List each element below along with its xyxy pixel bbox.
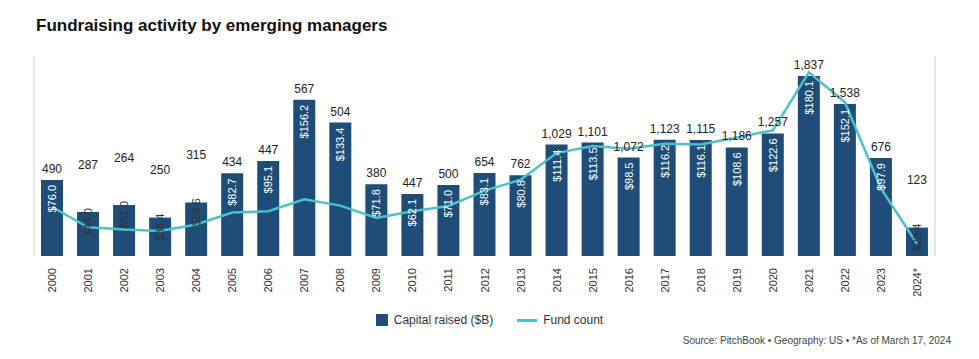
svg-text:654: 654 (474, 155, 494, 169)
svg-text:$82.7: $82.7 (226, 178, 238, 206)
svg-text:$28.4: $28.4 (911, 224, 923, 252)
svg-text:2001: 2001 (82, 268, 94, 292)
svg-text:$108.6: $108.6 (731, 152, 743, 186)
svg-text:2007: 2007 (298, 268, 310, 292)
svg-text:$80.8: $80.8 (515, 180, 527, 208)
svg-text:2002: 2002 (118, 268, 130, 292)
svg-text:676: 676 (871, 140, 891, 154)
svg-text:567: 567 (294, 82, 314, 96)
svg-text:490: 490 (42, 162, 62, 176)
svg-text:$122.6: $122.6 (767, 138, 779, 172)
svg-text:315: 315 (186, 148, 206, 162)
svg-text:2016: 2016 (623, 268, 635, 292)
svg-text:$116.1: $116.1 (695, 145, 707, 178)
svg-text:$76.0: $76.0 (46, 185, 58, 213)
svg-text:1,101: 1,101 (578, 125, 608, 139)
svg-text:1,257: 1,257 (758, 115, 788, 129)
svg-text:2012: 2012 (479, 268, 491, 292)
svg-text:2014: 2014 (551, 268, 563, 292)
svg-text:1,186: 1,186 (722, 129, 752, 143)
svg-text:2021: 2021 (803, 268, 815, 292)
svg-text:2011: 2011 (442, 268, 454, 292)
svg-text:2000: 2000 (46, 268, 58, 292)
svg-text:1,029: 1,029 (542, 127, 572, 141)
svg-text:762: 762 (511, 157, 531, 171)
svg-text:500: 500 (438, 167, 458, 181)
svg-text:250: 250 (150, 163, 170, 177)
svg-text:$51.0: $51.0 (118, 201, 130, 229)
svg-text:2023: 2023 (875, 268, 887, 292)
svg-text:2024*: 2024* (911, 267, 923, 296)
svg-text:$98.5: $98.5 (623, 163, 635, 191)
svg-text:$111.4: $111.4 (551, 150, 563, 182)
svg-text:$95.1: $95.1 (262, 166, 274, 194)
svg-text:$152.1: $152.1 (839, 109, 851, 143)
svg-text:447: 447 (258, 143, 278, 157)
svg-text:447: 447 (402, 176, 422, 190)
svg-text:1,115: 1,115 (686, 122, 715, 136)
svg-text:2008: 2008 (334, 268, 346, 292)
svg-text:$116.2: $116.2 (659, 145, 671, 178)
svg-text:$97.9: $97.9 (875, 163, 887, 191)
svg-text:123: 123 (907, 173, 927, 187)
svg-text:$71.8: $71.8 (370, 189, 382, 217)
svg-text:2009: 2009 (370, 268, 382, 292)
svg-text:264: 264 (114, 151, 134, 165)
svg-text:1,123: 1,123 (650, 122, 680, 136)
svg-text:2013: 2013 (515, 268, 527, 292)
svg-text:$53.6: $53.6 (190, 198, 202, 226)
svg-text:2015: 2015 (587, 268, 599, 292)
html-text:Fund count: Fund count (543, 313, 604, 327)
svg-text:2003: 2003 (154, 268, 166, 292)
html-text:Source: PitchBook • Geography:: Source: PitchBook • Geography: US • *As … (682, 335, 951, 346)
svg-text:$133.4: $133.4 (334, 128, 346, 162)
svg-text:2019: 2019 (731, 268, 743, 292)
svg-text:287: 287 (78, 158, 98, 172)
svg-text:1,538: 1,538 (830, 86, 860, 100)
html-text:Fundraising activity by emergi: Fundraising activity by emerging manager… (36, 16, 388, 35)
svg-text:$156.2: $156.2 (298, 105, 310, 139)
svg-text:504: 504 (330, 105, 350, 119)
svg-text:2022: 2022 (839, 268, 851, 292)
svg-text:2010: 2010 (406, 268, 418, 292)
svg-text:$113.5: $113.5 (587, 148, 599, 181)
svg-text:$44.0: $44.0 (82, 208, 94, 236)
svg-text:$62.1: $62.1 (406, 199, 418, 227)
svg-text:434: 434 (222, 155, 242, 169)
svg-text:$180.1: $180.1 (803, 81, 815, 115)
svg-text:2004: 2004 (190, 268, 202, 292)
svg-text:2018: 2018 (695, 268, 707, 292)
svg-text:2017: 2017 (659, 268, 671, 292)
svg-text:$83.1: $83.1 (478, 178, 490, 206)
svg-text:$71.0: $71.0 (442, 190, 454, 218)
svg-text:2006: 2006 (262, 268, 274, 292)
svg-text:2005: 2005 (226, 268, 238, 292)
svg-text:1,072: 1,072 (614, 140, 644, 154)
html-text:Capital raised ($B): Capital raised ($B) (393, 313, 494, 327)
svg-text:2020: 2020 (767, 268, 779, 292)
svg-text:1,837: 1,837 (794, 58, 824, 72)
svg-text:$38.4: $38.4 (154, 214, 166, 242)
svg-text:380: 380 (366, 166, 386, 180)
